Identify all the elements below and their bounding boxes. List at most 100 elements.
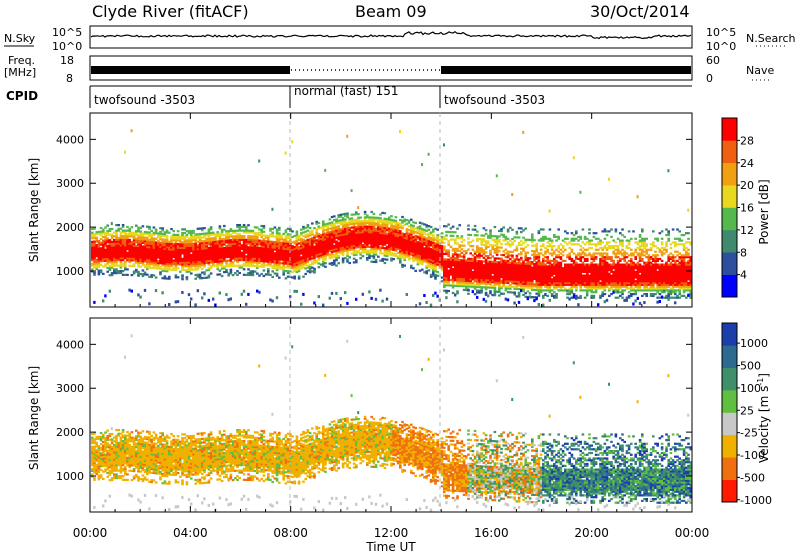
power-cell: [249, 242, 252, 245]
power-cell: [113, 235, 116, 238]
power-cell: [108, 253, 112, 256]
power-cell: [119, 242, 123, 245]
power-cell: [106, 244, 109, 247]
power-cell: [194, 262, 197, 266]
power-cell: [220, 263, 224, 266]
power-cell: [350, 226, 354, 229]
power-cell: [322, 253, 325, 256]
power-cell: [99, 226, 103, 230]
power-cell: [346, 221, 349, 224]
power-cell: [227, 263, 230, 266]
power-cell: [185, 276, 189, 279]
power-cell: [108, 259, 112, 262]
power-cell: [192, 250, 195, 253]
power-cell: [121, 264, 125, 267]
power-cell: [154, 263, 158, 266]
power-cell: [249, 249, 252, 253]
power-cell: [150, 246, 153, 249]
power-cell: [216, 244, 219, 247]
power-cell: [218, 291, 221, 295]
power-cell: [187, 259, 191, 262]
power-cell: [337, 251, 340, 254]
power-cell: [187, 246, 191, 249]
power-cell: [280, 267, 283, 270]
power-cell: [128, 229, 131, 232]
power-cell: [346, 253, 349, 256]
power-cell: [385, 258, 389, 261]
power-cell: [126, 237, 129, 240]
power-cell: [130, 257, 134, 260]
power-cell: [126, 238, 129, 241]
power-cell: [154, 267, 158, 270]
power-cell: [135, 233, 138, 236]
power-cell: [286, 264, 290, 267]
power-cell: [570, 232, 574, 235]
power-cell: [245, 242, 248, 245]
power-cell: [467, 288, 470, 292]
power-cell: [170, 228, 173, 231]
power-cell: [302, 251, 305, 254]
power-cell: [304, 261, 307, 264]
power-cell: [531, 235, 534, 238]
power-cell: [284, 257, 288, 260]
power-cell: [575, 285, 578, 288]
power-cell: [130, 251, 134, 255]
power-cell: [168, 268, 171, 271]
power-cell: [385, 297, 389, 301]
power-cell: [489, 290, 492, 293]
power-cell: [251, 239, 255, 242]
power-cell: [258, 261, 261, 264]
power-cell: [117, 249, 120, 252]
power-cell: [143, 236, 147, 239]
power-cell: [128, 251, 131, 254]
power-cell: [93, 244, 96, 247]
power-cell: [335, 236, 338, 239]
power-cell: [546, 256, 549, 259]
power-cell: [194, 233, 197, 236]
power-cell: [319, 250, 323, 253]
power-cell: [139, 226, 142, 229]
power-cell: [273, 257, 277, 260]
power-cell: [306, 246, 310, 249]
power-cell: [137, 257, 140, 261]
power-cell: [159, 236, 162, 239]
power-cell: [159, 256, 162, 259]
power-cell: [106, 246, 109, 249]
power-cell: [528, 295, 532, 299]
power-cell: [370, 210, 373, 214]
power-cell: [190, 265, 193, 268]
power-cell: [201, 262, 204, 265]
power-cell: [91, 253, 94, 256]
power-cell: [295, 237, 299, 240]
power-cell: [302, 240, 305, 243]
power-cell: [154, 261, 158, 264]
power-cell: [258, 254, 261, 257]
power-cell: [330, 230, 334, 233]
power-cell: [286, 255, 290, 258]
power-cell: [174, 237, 178, 240]
power-cell: [348, 228, 351, 231]
power-cell: [401, 215, 404, 219]
power-cell: [159, 232, 162, 235]
power-cell: [227, 254, 230, 257]
power-cell: [91, 255, 94, 258]
power-cell: [170, 268, 173, 271]
power-cell: [161, 256, 164, 259]
power-cell: [302, 225, 305, 228]
power-cell: [229, 241, 233, 244]
power-cell: [102, 232, 105, 235]
power-cell: [240, 246, 244, 249]
power-cell: [291, 248, 294, 251]
power-cell: [201, 227, 204, 230]
power-cell: [183, 244, 186, 248]
power-cell: [515, 256, 519, 259]
power-cell: [216, 264, 219, 267]
power-cell: [190, 259, 193, 262]
power-cell: [148, 246, 151, 249]
power-cell: [355, 261, 358, 264]
power-cell: [269, 249, 272, 252]
power-cell: [174, 255, 178, 259]
power-cell: [284, 229, 288, 232]
power-cell: [113, 246, 116, 249]
power-cell: [179, 252, 182, 255]
